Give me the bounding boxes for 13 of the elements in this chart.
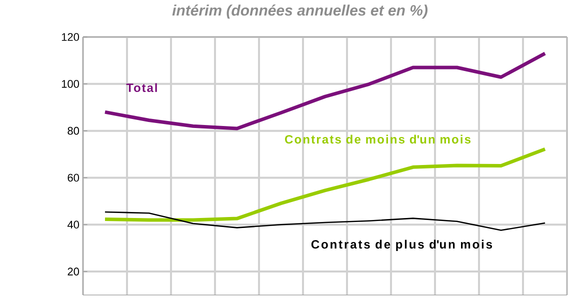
series-label: Contrats de plus d'un mois — [311, 240, 492, 251]
y-tick-label: 80 — [68, 126, 80, 135]
y-tick-label: 60 — [68, 174, 80, 182]
y-tick-label: 120 — [62, 33, 80, 41]
series-label: Contrats de moins d'un mois — [285, 134, 471, 144]
y-tick-label: 100 — [62, 80, 80, 88]
line-series — [103, 147, 547, 222]
series-label: Total — [126, 83, 157, 92]
line-series — [104, 211, 546, 231]
chart-title: intérim (données annuelles et en %) — [172, 4, 428, 19]
y-tick-label: 40 — [67, 220, 80, 229]
y-tick-label: 20 — [68, 268, 80, 276]
line-series — [103, 52, 547, 130]
